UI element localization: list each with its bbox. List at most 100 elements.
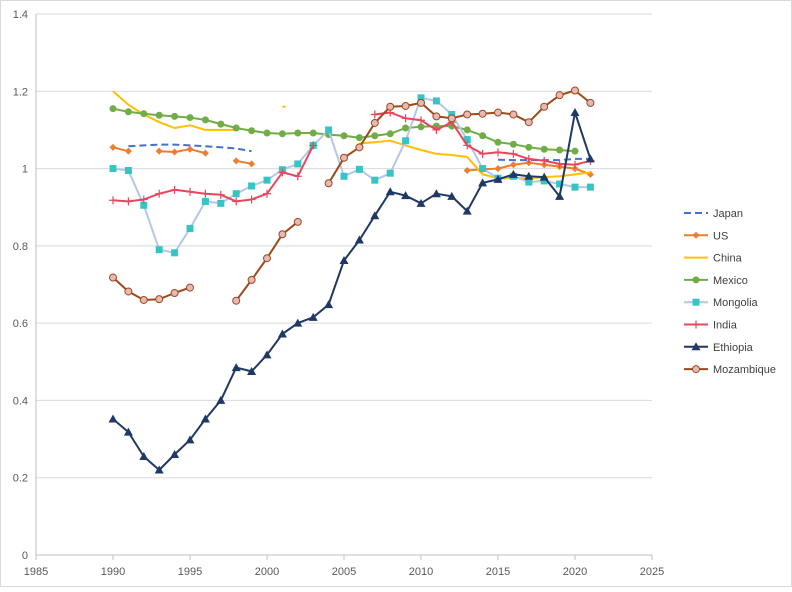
data-point [201, 149, 209, 157]
series-us [109, 143, 594, 178]
data-point [401, 114, 410, 123]
data-point [140, 110, 148, 118]
data-point [124, 147, 132, 155]
data-point [308, 312, 318, 321]
data-point [447, 191, 457, 200]
data-point [186, 187, 194, 196]
data-point [217, 199, 225, 207]
data-point [386, 130, 394, 138]
data-point [170, 450, 180, 459]
data-point [263, 189, 271, 198]
data-point [231, 363, 241, 372]
legend-item: Mexico [684, 275, 748, 287]
legend-item: Mongolia [684, 297, 759, 309]
data-point [478, 109, 487, 118]
data-point [262, 350, 272, 359]
data-point [571, 183, 579, 191]
data-point [171, 249, 179, 257]
data-point [155, 111, 163, 119]
data-point [340, 172, 348, 180]
data-point [539, 172, 549, 181]
data-point [186, 283, 194, 292]
legend-label: Mexico [713, 275, 748, 287]
data-point [556, 146, 564, 154]
data-point [509, 161, 517, 169]
data-point [402, 137, 410, 145]
data-point [216, 395, 226, 404]
data-point [155, 189, 164, 198]
data-point [109, 273, 117, 282]
data-point [540, 102, 549, 111]
data-point [479, 165, 487, 173]
data-point [463, 126, 471, 134]
series-line [112, 90, 237, 131]
legend-label: Japan [713, 208, 743, 220]
data-point [555, 91, 564, 100]
data-point [154, 465, 164, 474]
y-tick-label: 0.8 [13, 241, 28, 253]
data-point [217, 120, 225, 128]
data-point [692, 276, 700, 284]
data-point [155, 147, 163, 155]
data-point [463, 167, 471, 175]
data-point [139, 195, 148, 204]
series-mozambique [109, 86, 595, 305]
series-group [108, 86, 595, 474]
data-point [478, 178, 488, 187]
data-point [232, 157, 240, 165]
data-point [524, 171, 534, 180]
data-point [324, 179, 333, 188]
data-point [277, 329, 287, 338]
data-point [171, 148, 179, 156]
data-point [432, 125, 441, 134]
data-point [417, 98, 425, 107]
data-point [140, 201, 148, 209]
data-point [355, 143, 364, 152]
data-point [247, 275, 256, 284]
axes: 0 0.2 0.4 0.6 0.8 1 1.2 1.4 1985 1990 1995 2000 2005… [13, 9, 665, 578]
data-point [570, 108, 580, 117]
data-point [692, 298, 700, 306]
data-point [692, 320, 700, 329]
data-point [493, 174, 503, 183]
data-point [463, 136, 471, 144]
data-point [232, 197, 241, 206]
data-point [124, 287, 133, 296]
data-point [525, 178, 533, 186]
legend-label: China [713, 253, 743, 265]
data-point [293, 318, 303, 327]
legend-item: Mozambique [684, 364, 776, 376]
data-point [263, 176, 271, 184]
data-point [108, 414, 118, 423]
data-point [417, 94, 425, 102]
data-point [463, 141, 472, 150]
series-ethiopia [108, 108, 595, 474]
data-point [232, 124, 240, 132]
legend: Japan US China Mexico Mongolia India Ethiopia M… [684, 208, 776, 376]
data-point [385, 187, 395, 196]
data-point [139, 295, 148, 304]
data-point [432, 97, 440, 105]
x-tick-label: 1990 [101, 566, 125, 578]
data-point [494, 108, 502, 117]
gridlines [36, 13, 652, 479]
data-point [232, 296, 241, 305]
data-point [201, 197, 209, 205]
data-point [247, 195, 256, 204]
data-point [371, 176, 379, 184]
data-point [509, 149, 518, 158]
series-china [112, 90, 591, 180]
x-tick-label: 1995 [178, 566, 202, 578]
data-point [540, 156, 549, 165]
x-tick-label: 2005 [332, 566, 356, 578]
data-point [586, 98, 595, 107]
data-point [494, 165, 502, 173]
data-point [263, 129, 271, 137]
data-point [417, 123, 425, 131]
data-point [216, 190, 225, 199]
data-point [294, 160, 302, 168]
data-point [247, 366, 257, 375]
data-point [525, 143, 533, 151]
data-point [508, 169, 518, 178]
data-point [109, 165, 117, 173]
